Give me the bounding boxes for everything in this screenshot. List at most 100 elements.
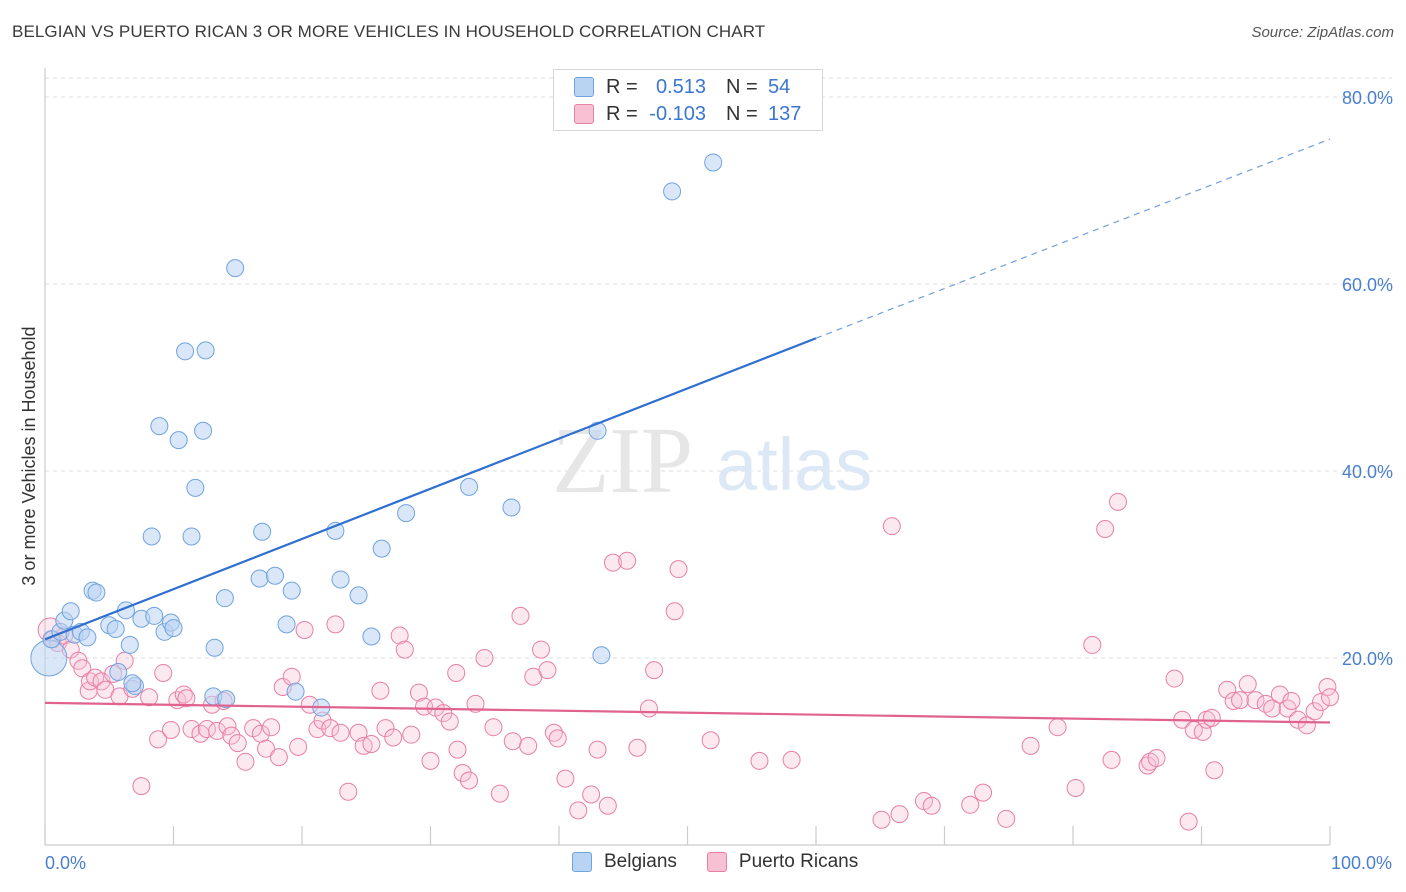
belgian-point (286, 682, 305, 701)
puerto-rican-point (484, 718, 503, 737)
y-tick-label: 80.0% (1342, 88, 1393, 108)
puerto-ricans-r-value: -0.103 (649, 102, 706, 125)
puerto-rican-point (1238, 675, 1257, 694)
y-tick-label: 60.0% (1342, 275, 1393, 295)
puerto-rican-point (289, 737, 308, 756)
legend-item-puerto-ricans[interactable]: Puerto Ricans (706, 851, 858, 873)
puerto-rican-point (1312, 692, 1331, 711)
puerto-rican-point (961, 795, 980, 814)
puerto-rican-point (1246, 691, 1265, 710)
watermark-zip: ZIP (552, 409, 693, 513)
puerto-rican-point (645, 661, 664, 680)
tick-labels: 20.0% 40.0% 60.0% 80.0% 0.0% 100.0% (45, 88, 1393, 873)
belgians-trend-extension (815, 138, 1331, 339)
puerto-rican-point (701, 731, 720, 750)
puerto-rican-point (182, 720, 201, 739)
puerto-rican-point (1179, 812, 1198, 831)
trend-lines (44, 138, 1331, 724)
belgian-point (226, 259, 245, 278)
puerto-rican-point (1224, 692, 1243, 711)
puerto-rican-point (1193, 722, 1212, 741)
puerto-rican-point (384, 728, 403, 747)
x-tick-label-min: 0.0% (45, 853, 86, 873)
belgians-points (30, 153, 723, 717)
puerto-rican-point (1108, 492, 1127, 511)
puerto-rican-point (588, 740, 607, 759)
belgian-point (704, 153, 723, 172)
legend-item-belgians[interactable]: Belgians (572, 851, 677, 873)
puerto-rican-point (161, 720, 180, 739)
belgian-point (109, 663, 128, 682)
belgian-point (663, 182, 682, 201)
axes (44, 68, 1331, 846)
belgian-point (150, 417, 169, 436)
puerto-rican-point (511, 606, 530, 625)
belgian-point (349, 586, 368, 605)
belgian-point (588, 421, 607, 440)
puerto-rican-point (569, 801, 588, 820)
belgian-point (277, 615, 296, 634)
correlation-legend: R = 0.513 N = 54 R = -0.103 N = 137 (553, 69, 823, 131)
puerto-rican-point (440, 712, 459, 731)
puerto-rican-point (872, 810, 891, 829)
puerto-rican-point (1048, 718, 1067, 737)
puerto-rican-point (1083, 635, 1102, 654)
puerto-rican-point (1288, 710, 1307, 729)
y-axis-label: 3 or more Vehicles in Household (19, 326, 39, 585)
puerto-rican-point (639, 699, 658, 718)
puerto-rican-point (598, 796, 617, 815)
puerto-rican-point (228, 734, 247, 753)
belgian-point (142, 527, 161, 546)
belgian-point (169, 431, 188, 450)
puerto-rican-point (1256, 694, 1275, 713)
puerto-rican-point (1321, 688, 1339, 707)
puerto-rican-point (1282, 692, 1301, 711)
puerto-rican-point (447, 663, 466, 682)
puerto-rican-point (154, 663, 173, 682)
belgians-r-value: 0.513 (655, 75, 706, 98)
puerto-rican-point (269, 748, 288, 767)
puerto-rican-point (882, 517, 901, 536)
belgian-point (120, 635, 139, 654)
puerto-rican-point (1021, 736, 1040, 755)
puerto-rican-point (295, 620, 314, 639)
puerto-rican-point (395, 640, 414, 659)
puerto-rican-point (222, 726, 241, 745)
puerto-ricans-n-value: 137 (768, 102, 802, 125)
belgian-point (186, 478, 205, 497)
belgian-point (362, 627, 381, 646)
belgians-swatch (574, 77, 594, 97)
puerto-rican-point (556, 769, 575, 788)
belgian-point (196, 341, 215, 360)
puerto-rican-point (354, 736, 373, 755)
x-tick-label-max: 100.0% (1331, 853, 1392, 873)
puerto-rican-point (582, 785, 601, 804)
puerto-rican-point (402, 725, 421, 744)
puerto-rican-point (1202, 708, 1221, 727)
puerto-rican-point (282, 667, 301, 686)
puerto-rican-point (532, 640, 551, 659)
puerto-rican-point (149, 730, 168, 749)
watermark-atlas: atlas (716, 423, 872, 506)
puerto-rican-point (1231, 691, 1250, 710)
puerto-rican-point (519, 736, 538, 755)
puerto-rican-point (974, 783, 993, 802)
belgian-point (215, 589, 234, 608)
puerto-rican-point (750, 751, 769, 770)
puerto-rican-point (331, 723, 350, 742)
puerto-rican-point (1205, 761, 1224, 780)
puerto-rican-point (326, 615, 345, 634)
belgian-point (176, 342, 195, 361)
puerto-rican-point (339, 782, 358, 801)
puerto-ricans-trend-line (44, 701, 1331, 724)
belgians-legend-label: Belgians (604, 851, 677, 872)
r-label: R = (606, 75, 638, 98)
belgian-point (331, 570, 350, 589)
belgians-trend-line (44, 337, 817, 641)
belgian-point (87, 583, 106, 602)
belgian-point (194, 421, 213, 440)
belgian-point (266, 566, 285, 585)
belgian-point (106, 620, 125, 639)
source-label: Source: ZipAtlas.com (1251, 24, 1394, 41)
